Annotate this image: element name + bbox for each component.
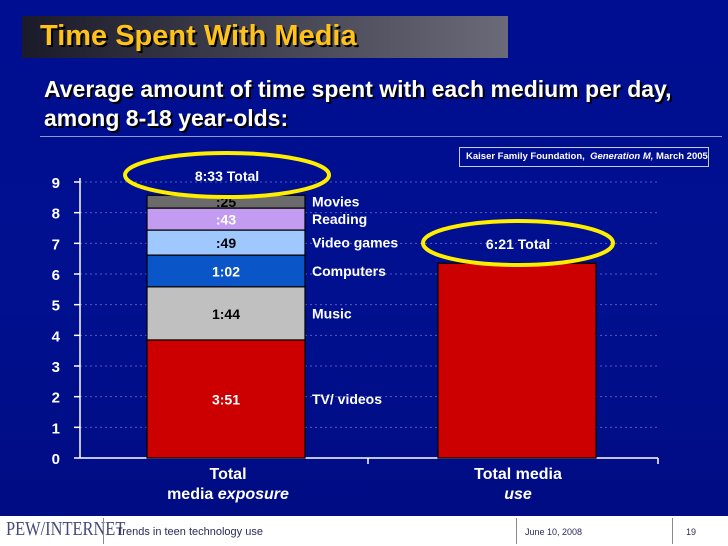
series-label: Video games [312, 235, 398, 251]
footer-date: June 10, 2008 [525, 527, 583, 537]
data-label: :43 [216, 212, 236, 228]
footer-divider [516, 518, 517, 544]
source-citation: Kaiser Family Foundation, Generation M, … [459, 147, 709, 167]
y-tick-label: 4 [52, 328, 61, 345]
bar-segment [146, 339, 306, 459]
series-label: Music [312, 305, 352, 321]
total-label: 8:33 Total [195, 168, 259, 184]
bar-segment [146, 254, 306, 288]
y-tick-label: 5 [52, 298, 60, 315]
total-label: 6:21 Total [486, 236, 550, 252]
series-label: Computers [312, 263, 386, 279]
y-tick-label: 1 [52, 420, 60, 437]
stacked-bar-chart: 0 1 2 3 4 5 6 7 8 9 3:51 TV/ videos 1:44 Music 1:02 Com… [52, 151, 659, 503]
bar-segment [437, 262, 597, 459]
footer-divider [672, 518, 673, 544]
y-tick-label: 8 [52, 206, 60, 223]
y-tick-label: 7 [52, 236, 60, 253]
y-tick-label: 6 [52, 267, 60, 284]
slide-background [0, 0, 728, 516]
footer-topic: Trends in teen technology use [116, 526, 263, 538]
y-tick-label: 9 [52, 175, 60, 192]
y-tick-label: 3 [52, 359, 60, 376]
highlight-ellipse [421, 219, 615, 267]
series-label: Movies [312, 194, 360, 210]
pew-internet-logo: PEW/INTERNET [6, 518, 126, 540]
category-label: media exposure [167, 486, 289, 503]
series-label: TV/ videos [312, 391, 382, 407]
category-label: Total media [474, 466, 562, 483]
highlight-ellipse [123, 151, 331, 199]
data-label: 3:51 [212, 391, 240, 407]
source-report: Generation M, [590, 151, 654, 162]
slide-subtitle: Average amount of time spent with each m… [44, 76, 672, 131]
footer-bar [0, 516, 728, 546]
source-org: Kaiser Family Foundation, [466, 151, 585, 162]
data-label: 1:02 [212, 263, 240, 279]
category-label: use [504, 486, 532, 503]
title-divider [40, 136, 722, 137]
data-label: 1:44 [212, 306, 240, 322]
bar-segment [146, 229, 306, 256]
slide-title: Time Spent With Media [40, 20, 357, 52]
footer-divider [103, 518, 104, 544]
title-bar [22, 16, 508, 58]
data-label: :49 [216, 235, 236, 251]
series-label: Reading [312, 211, 367, 227]
y-tick-label: 0 [52, 451, 60, 468]
footer-page-number: 19 [686, 527, 697, 537]
category-label: Total [209, 466, 246, 483]
source-date: March 2005 [656, 151, 708, 162]
y-tick-label: 2 [52, 390, 60, 407]
